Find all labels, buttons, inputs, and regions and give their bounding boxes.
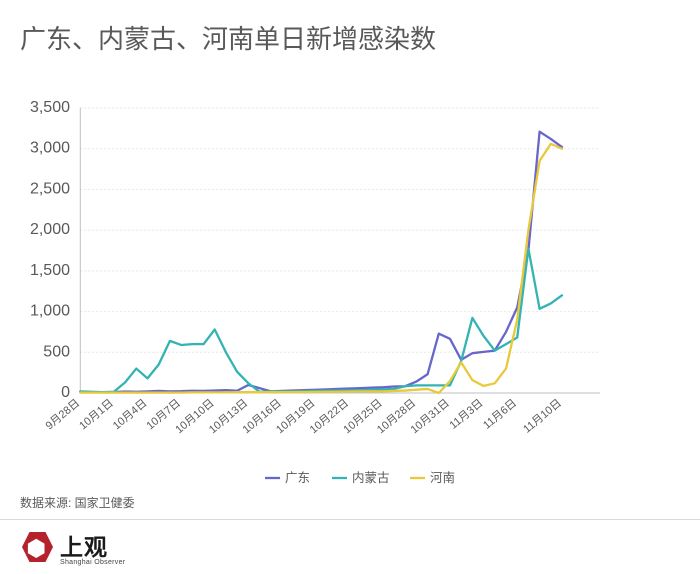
svg-text:10月4日: 10月4日 [111,397,150,432]
svg-text:1,500: 1,500 [30,262,70,279]
svg-text:9月28日: 9月28日 [44,397,83,432]
svg-text:11月10日: 11月10日 [521,397,564,436]
svg-text:10月1日: 10月1日 [77,397,116,432]
svg-text:3,000: 3,000 [30,140,70,157]
svg-text:11月6日: 11月6日 [481,397,519,432]
svg-text:Shanghai Observer: Shanghai Observer [60,559,126,566]
svg-text:1,000: 1,000 [30,303,70,320]
svg-text:内蒙古: 内蒙古 [352,470,390,485]
svg-text:2,500: 2,500 [30,180,70,197]
svg-text:2,000: 2,000 [30,221,70,238]
svg-text:上观: 上观 [60,534,108,560]
svg-text:0: 0 [61,384,70,401]
svg-text:3,500: 3,500 [30,99,70,116]
svg-text:河南: 河南 [430,470,455,485]
svg-text:500: 500 [43,343,70,360]
svg-text:11月3日: 11月3日 [448,397,486,432]
svg-text:广东: 广东 [285,471,310,485]
